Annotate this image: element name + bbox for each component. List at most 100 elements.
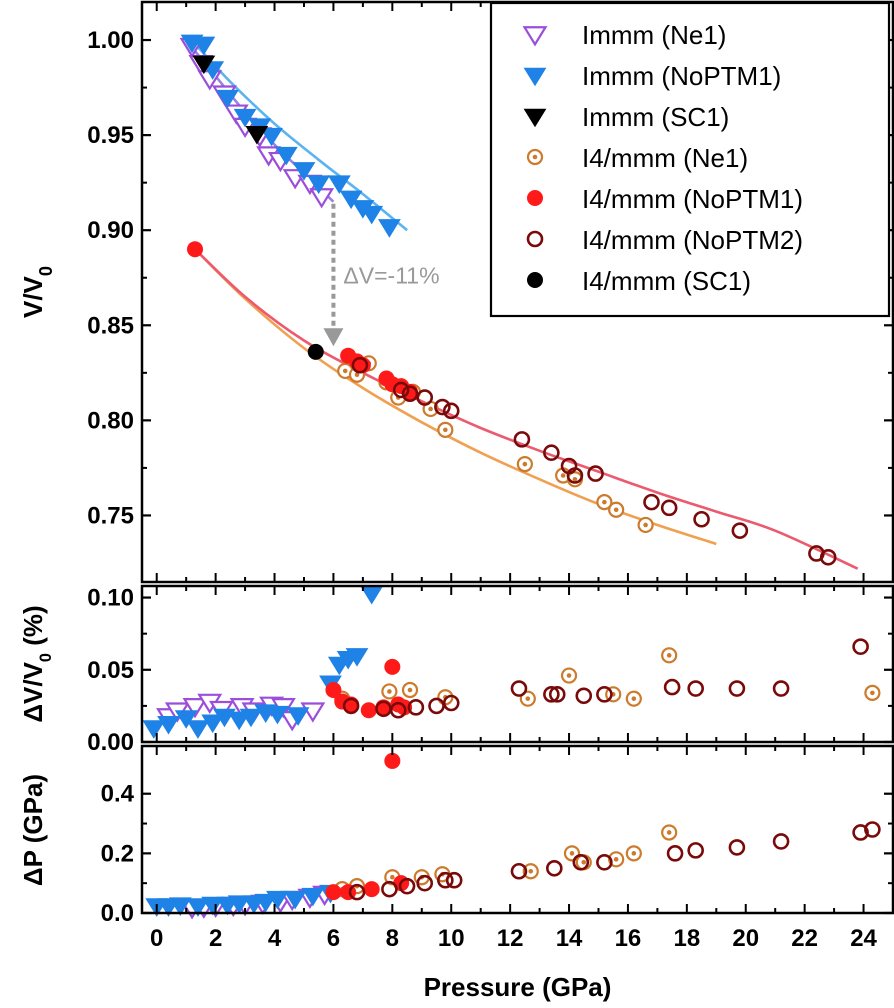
point-dp-i4-mmm-noptm1-3-shape [384, 752, 401, 769]
legend-entry-immm-ne1: Immm (Ne1) [522, 20, 726, 50]
ytick-label-dp: 0.4 [101, 781, 135, 808]
xtick-label: 4 [268, 925, 282, 952]
point-dvv0-immm-noptm1-3-shape [186, 720, 210, 739]
point-dp-i4-mmm-noptm2-14-shape [852, 824, 869, 841]
point-dvv0-i4-mmm-noptm2-5 [442, 694, 460, 712]
point-dp-i4-mmm-ne1-8-dot [613, 857, 619, 862]
point-vv0-i4-mmm-ne1-8-dot [522, 461, 528, 467]
point-vv0-i4-mmm-ne1-8 [516, 455, 533, 473]
point-dp-i4-mmm-noptm1-2 [363, 881, 380, 898]
point-dp-immm-noptm1-3 [186, 898, 210, 917]
point-vv0-immm-noptm1-1 [192, 36, 216, 56]
point-dvv0-immm-noptm1-2 [174, 710, 198, 729]
point-dvv0-immm-noptm1-10 [286, 707, 310, 726]
point-dp-i4-mmm-ne1-7-dot [581, 860, 587, 865]
legend-marker-i4-mmm-sc1 [527, 272, 543, 288]
point-vv0-i4-mmm-noptm1-0 [187, 241, 204, 258]
point-vv0-immm-sc1-0 [192, 55, 216, 75]
point-dp-i4-mmm-noptm2-1 [381, 880, 398, 898]
point-vv0-immm-noptm1-7-shape [274, 146, 298, 166]
point-dvv0-i4-mmm-noptm2-15 [852, 638, 869, 655]
point-dvv0-i4-mmm-ne1-5-dot [566, 673, 572, 678]
point-vv0-immm-noptm1-13-shape [360, 205, 384, 225]
point-dp-i4-mmm-noptm2-8-shape [572, 854, 590, 871]
point-vv0-immm-ne1-11 [309, 188, 335, 209]
ytick-label-dp: 0.2 [101, 840, 134, 867]
point-dp-i4-mmm-ne1-10-dot [666, 830, 672, 835]
point-dp-immm-noptm1-6 [227, 895, 251, 914]
point-vv0-i4-mmm-noptm2-10-shape [587, 465, 604, 482]
legend-marker-i4-mmm-noptm1 [527, 190, 543, 206]
point-vv0-i4-mmm-ne1-1-dot [354, 372, 360, 378]
point-dvv0-i4-mmm-noptm2-10 [596, 686, 613, 703]
xtick-label: 22 [791, 925, 818, 952]
series-dp-i4-mmm-noptm2 [348, 821, 881, 901]
legend-marker-immm-sc1 [523, 108, 547, 128]
point-dvv0-i4-mmm-noptm2-13-shape [728, 680, 746, 697]
point-dp-immm-noptm1-4 [201, 896, 225, 916]
point-vv0-i4-mmm-ne1-13-dot [643, 522, 648, 528]
point-vv0-i4-mmm-noptm2-3 [416, 389, 434, 406]
point-vv0-i4-mmm-noptm2-13-shape [693, 510, 710, 528]
point-dvv0-immm-noptm1-7 [239, 708, 263, 728]
point-dp-i4-mmm-ne1-9-dot [631, 851, 637, 856]
point-dp-immm-noptm1-2 [168, 897, 192, 916]
data-markers [142, 34, 881, 920]
point-dvv0-immm-noptm1-0 [142, 720, 166, 739]
ytick-label-vv0: 0.90 [87, 217, 134, 244]
point-dvv0-i4-mmm-ne1-9-dot [870, 690, 875, 696]
point-vv0-i4-mmm-sc1-0-shape [307, 343, 324, 360]
point-vv0-i4-mmm-ne1-7 [437, 421, 454, 438]
point-dp-i4-mmm-noptm2-8 [572, 854, 590, 871]
point-dvv0-i4-mmm-noptm2-4 [428, 697, 445, 715]
legend-marker-immm-noptm1-shape [523, 67, 547, 87]
point-dvv0-i4-mmm-noptm2-12-shape [687, 680, 704, 697]
ytick-label-dp: 0.0 [101, 900, 134, 927]
point-dp-immm-noptm1-10-shape [283, 890, 307, 910]
point-dp-i4-mmm-noptm2-4-shape [437, 871, 454, 889]
point-dvv0-i4-mmm-noptm2-9-shape [575, 687, 593, 705]
y-axis-title-part: ΔV/V [18, 661, 48, 722]
point-dvv0-i4-mmm-noptm1-5-shape [384, 658, 401, 675]
legend-marker-i4-mmm-noptm2-shape [526, 230, 544, 248]
point-vv0-i4-mmm-noptm2-6-shape [513, 431, 531, 448]
legend-marker-i4-mmm-sc1-shape [527, 272, 543, 288]
point-dvv0-immm-noptm1-10-shape [286, 707, 310, 726]
point-dp-i4-mmm-noptm2-5 [445, 871, 463, 889]
point-vv0-i4-mmm-ne1-0-dot [342, 368, 348, 374]
point-vv0-immm-noptm1-3-shape [216, 89, 239, 109]
point-dp-i4-mmm-noptm2-13-shape [772, 833, 790, 850]
point-dp-i4-mmm-noptm2-3 [416, 874, 434, 892]
legend-label-immm-ne1: Immm (Ne1) [582, 20, 726, 50]
point-dvv0-i4-mmm-ne1-1-dot [387, 689, 392, 694]
point-dp-immm-noptm1-9-shape [266, 890, 289, 910]
point-dvv0-i4-mmm-noptm2-6-shape [510, 680, 528, 697]
point-dp-immm-noptm1-4-shape [201, 896, 225, 916]
point-vv0-immm-noptm1-1-shape [192, 36, 216, 56]
point-vv0-i4-mmm-sc1-0 [307, 343, 324, 360]
series-vv0-immm-noptm1 [180, 34, 401, 238]
point-dp-i4-mmm-noptm2-2-shape [398, 877, 416, 895]
point-vv0-i4-mmm-noptm2-0 [351, 356, 369, 374]
point-dvv0-i4-mmm-noptm2-6 [510, 680, 528, 697]
point-dvv0-i4-mmm-ne1-9 [864, 684, 881, 701]
point-dp-immm-noptm1-6-shape [227, 895, 251, 914]
point-dvv0-immm-noptm1-3 [186, 720, 210, 739]
point-dvv0-i4-mmm-noptm2-12 [687, 680, 704, 697]
point-vv0-i4-mmm-noptm2-13 [693, 510, 710, 528]
point-dvv0-i4-mmm-noptm2-14-shape [772, 680, 790, 697]
point-vv0-immm-noptm1-4-shape [233, 108, 257, 128]
point-vv0-i4-mmm-noptm2-12-shape [660, 499, 678, 517]
legend-marker-i4-mmm-noptm2 [526, 230, 544, 248]
point-dp-i4-mmm-noptm2-11 [687, 842, 704, 859]
legend-entry-i4-mmm-sc1: I4/mmm (SC1) [527, 266, 751, 296]
point-dvv0-i4-mmm-noptm1-5 [384, 658, 401, 675]
fit-curve-vv0-3 [194, 248, 859, 570]
point-vv0-immm-noptm1-8-shape [292, 162, 316, 181]
legend-marker-immm-ne1 [522, 26, 548, 47]
fit-curve-vv0-1 [194, 42, 408, 232]
point-vv0-i4-mmm-ne1-10-dot [572, 477, 578, 482]
series-dvv0-i4-mmm-noptm2 [342, 638, 869, 719]
point-dp-i4-mmm-noptm2-15 [864, 821, 881, 838]
point-vv0-i4-mmm-noptm2-6 [513, 431, 531, 448]
